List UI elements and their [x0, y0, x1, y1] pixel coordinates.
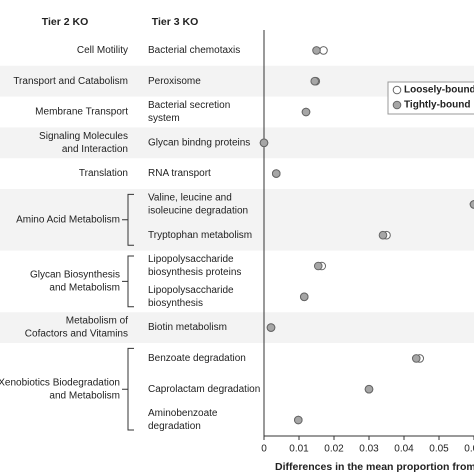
tier3-label: RNA transport: [148, 168, 211, 179]
tier3-header: Tier 3 KO: [152, 16, 199, 28]
tier2-label: Cell Motility: [77, 45, 128, 56]
group-band: [0, 189, 474, 251]
tier2-label: Cofactors and Vitamins: [25, 329, 128, 340]
group-bracket: [122, 347, 134, 431]
dot: [319, 46, 328, 55]
group-bracket: [122, 193, 134, 246]
dot: [312, 46, 321, 55]
tier3-label: Benzoate degradation: [148, 353, 246, 364]
tier2-label: Transport and Catabolism: [13, 76, 128, 87]
tier2-header: Tier 2 KO: [42, 16, 89, 28]
tier2-label: Membrane Transport: [35, 107, 128, 118]
tier3-label: isoleucine degradation: [148, 206, 248, 217]
tier3-label: biosynthesis: [148, 298, 203, 309]
x-tick-label: 0.04: [394, 444, 414, 455]
tier3-label: Bacterial secretion: [148, 100, 230, 111]
row-backgrounds: [0, 65, 474, 343]
dot: [411, 354, 421, 363]
tier3-label: biosynthesis proteins: [148, 267, 241, 278]
tier2-label: and Metabolism: [49, 283, 120, 294]
legend-marker: [392, 100, 402, 110]
dot: [266, 323, 276, 332]
tier3-label: Lipopolysaccharide: [148, 285, 234, 296]
dot: [310, 76, 320, 86]
legend-label: Loosely-bound: [404, 85, 474, 96]
tier3-label: Caprolactam degradation: [148, 384, 260, 395]
x-tick-label: 0.01: [289, 444, 309, 455]
dot: [271, 169, 281, 178]
tier2-label: and Interaction: [62, 144, 128, 155]
group-band: [0, 312, 474, 343]
tier2-label: and Metabolism: [49, 390, 120, 401]
tier3-label: degradation: [148, 421, 201, 432]
dot: [378, 230, 388, 240]
x-tick-label: 0.05: [429, 444, 449, 455]
tier3-label: Tryptophan metabolism: [148, 230, 252, 241]
tier2-label: Glycan Biosynthesis: [30, 270, 120, 281]
dot: [364, 384, 374, 394]
dot: [313, 261, 323, 271]
tier2-label: Metabolism of: [66, 316, 128, 327]
tier3-label: Bacterial chemotaxis: [148, 45, 240, 56]
dot: [259, 138, 269, 148]
tier3-label: system: [148, 113, 180, 124]
tier2-label: Amino Acid Metabolism: [16, 214, 120, 225]
tier3-label: Biotin metabolism: [148, 322, 227, 333]
dot: [294, 415, 303, 425]
group-bracket: [122, 255, 134, 308]
x-tick-label: 0: [261, 444, 267, 455]
dot: [301, 107, 311, 117]
tier2-label: Signaling Molecules: [39, 131, 128, 142]
legend-label: Tightly-bound: [404, 100, 470, 111]
group-band: [0, 127, 474, 159]
tier2-label: Translation: [79, 168, 128, 179]
tier3-label: Valine, leucine and: [148, 193, 232, 204]
dot: [299, 292, 309, 302]
x-axis-label: Differences in the mean proportion from: [275, 461, 474, 473]
tier3-label: Lipopolysaccharide: [148, 254, 234, 265]
dot: [469, 200, 474, 209]
tier3-label: Peroxisome: [148, 76, 201, 87]
tier3-label: Glycan bindng proteins: [148, 137, 250, 148]
x-tick-label: 0.06: [464, 444, 474, 455]
legend-marker: [392, 85, 402, 95]
x-tick-label: 0.02: [324, 444, 344, 455]
tier3-label: Aminobenzoate: [148, 408, 218, 419]
legend-box: [387, 81, 474, 115]
x-tick-label: 0.03: [359, 444, 379, 455]
tier2-label: Xenobiotics Biodegradation: [0, 377, 120, 388]
